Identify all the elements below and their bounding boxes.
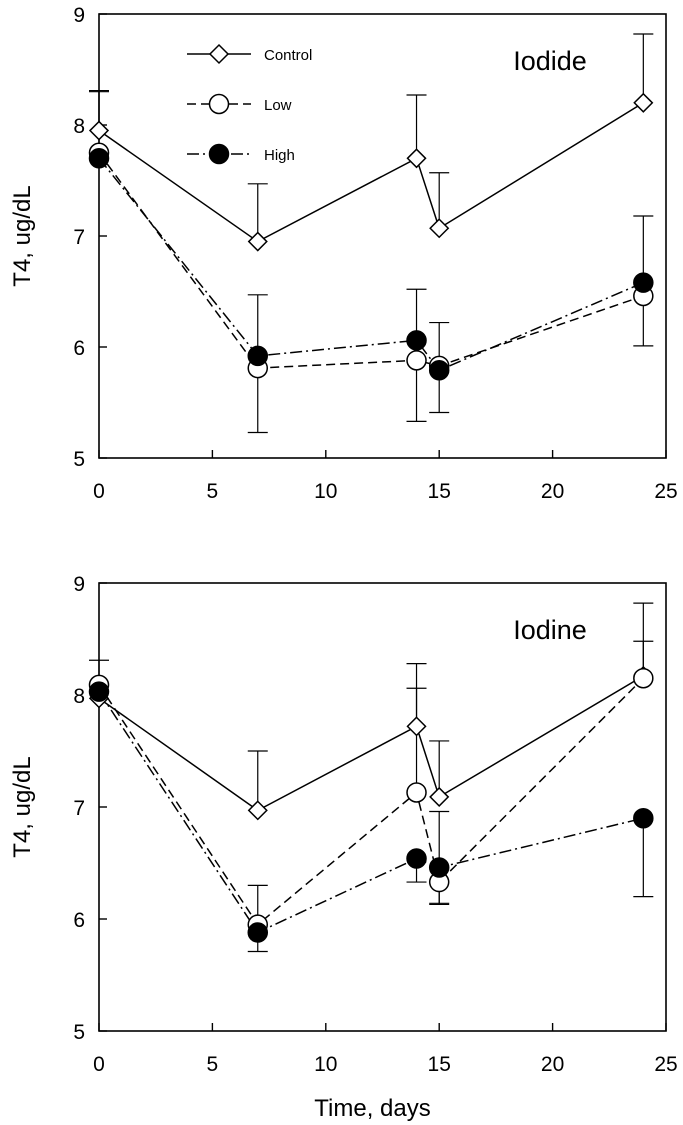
panel-title: Iodide: [513, 46, 587, 76]
data-point: [247, 800, 268, 821]
series-line-control: [98, 102, 644, 243]
plot-frame: [98, 13, 667, 459]
data-point: [406, 350, 427, 371]
series-line-low: [98, 677, 644, 926]
x-tick-label: 0: [93, 480, 105, 503]
data-point: [247, 231, 268, 252]
x-tick-label: 20: [541, 480, 564, 503]
data-point: [247, 345, 269, 367]
markers-high: [88, 148, 654, 381]
series-line-high: [98, 157, 644, 372]
data-point: [247, 922, 269, 943]
y-tick-label: 8: [73, 685, 85, 708]
y-tick-label: 5: [73, 448, 85, 471]
x-tick-label: 10: [314, 1053, 337, 1076]
data-point: [633, 807, 654, 829]
markers-control: [88, 665, 654, 821]
y-axis-title: T4, ug/dL: [9, 185, 36, 286]
panel-title: Iodine: [513, 615, 587, 645]
markers-low: [88, 667, 654, 935]
y-tick-label: 8: [73, 115, 85, 138]
x-tick-label: 15: [428, 480, 451, 503]
series-line-low: [98, 152, 644, 369]
data-point: [428, 360, 450, 381]
series-line-high: [98, 691, 644, 934]
y-axis-title: T4, ug/dL: [9, 756, 36, 857]
x-tick-label: 20: [541, 1053, 564, 1076]
x-axis-title: Time, days: [314, 1095, 430, 1122]
x-tick-label: 5: [207, 1053, 219, 1076]
data-point: [406, 782, 427, 803]
x-tick-label: 25: [654, 1053, 677, 1076]
series-line-control: [98, 675, 644, 812]
x-tick-label: 15: [428, 1053, 451, 1076]
legend-marker-low: [208, 93, 230, 115]
data-point: [428, 857, 450, 878]
data-point: [633, 272, 654, 293]
data-point: [88, 120, 110, 141]
data-point: [406, 848, 427, 869]
legend-label-low: Low: [264, 97, 292, 114]
data-point: [633, 92, 654, 113]
data-point: [406, 330, 427, 351]
data-point: [406, 148, 427, 169]
plot-frame: [98, 582, 667, 1032]
data-point: [429, 218, 450, 239]
markers-high: [88, 681, 654, 943]
x-tick-label: 10: [314, 480, 337, 503]
legend-marker-high: [208, 143, 230, 165]
y-tick-label: 9: [73, 573, 85, 596]
y-tick-label: 6: [73, 337, 85, 360]
x-tick-label: 25: [654, 480, 677, 503]
y-tick-label: 6: [73, 909, 85, 932]
y-tick-label: 9: [73, 4, 85, 27]
x-tick-label: 5: [207, 480, 219, 503]
markers-low: [88, 142, 654, 379]
data-point: [88, 148, 110, 169]
error-bars-low: [247, 295, 654, 434]
data-point: [429, 786, 450, 807]
x-tick-label: 0: [93, 1053, 105, 1076]
legend-marker-control: [208, 43, 230, 65]
data-point: [88, 681, 110, 702]
markers-control: [88, 92, 654, 252]
data-point: [633, 667, 654, 689]
y-tick-label: 7: [73, 226, 85, 249]
legend-label-high: High: [264, 147, 295, 164]
y-tick-label: 5: [73, 1021, 85, 1044]
legend-label-control: Control: [264, 47, 312, 64]
y-tick-label: 7: [73, 797, 85, 820]
data-point: [406, 716, 427, 737]
error-bars-high: [89, 91, 654, 371]
legend: Control Low High: [187, 43, 312, 165]
